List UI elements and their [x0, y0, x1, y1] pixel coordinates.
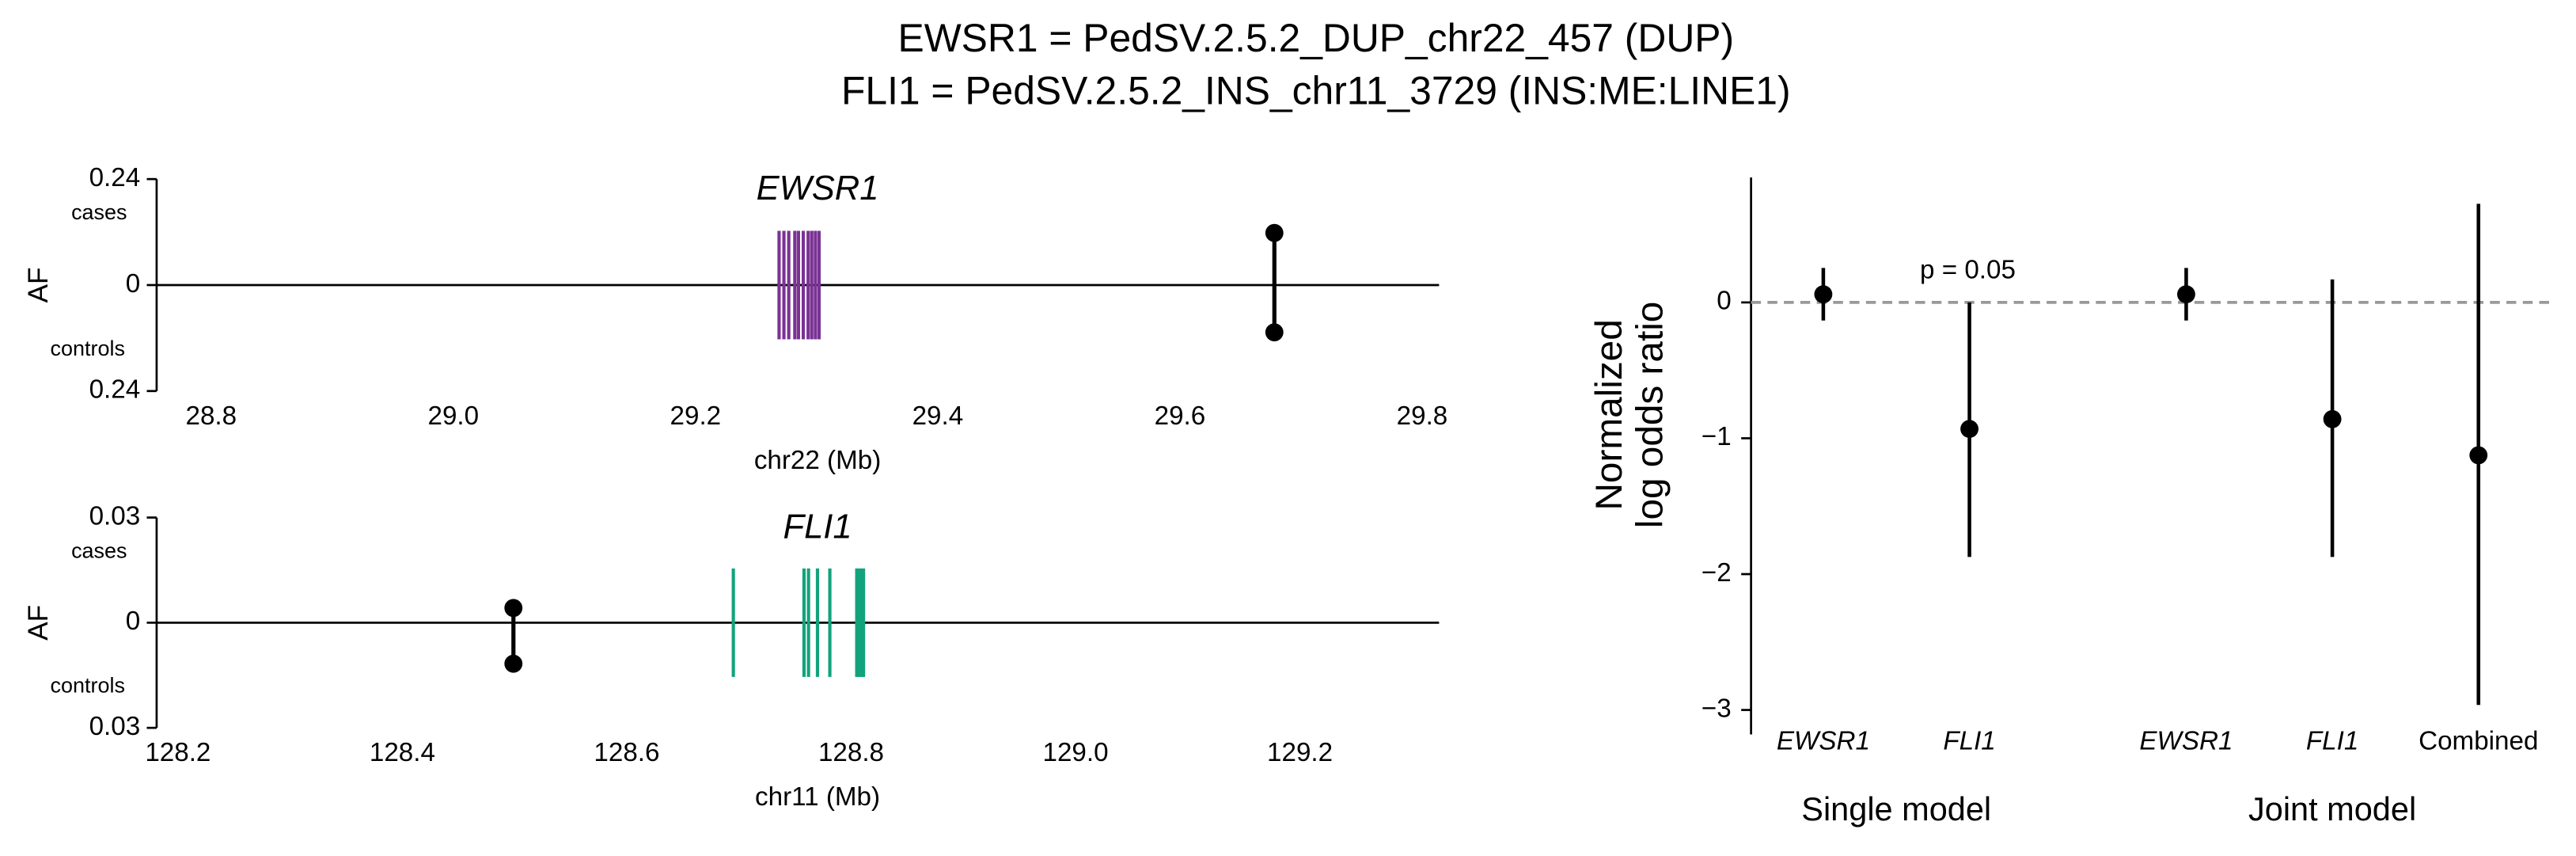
y-tick-label: 0: [1717, 287, 1731, 316]
y-tick-label: 0.24: [89, 163, 141, 192]
figure-title: EWSR1 = PedSV.2.5.2_DUP_chr22_457 (DUP): [897, 16, 1734, 60]
x-tick-label: 129.2: [1267, 738, 1333, 767]
control-label: controls: [51, 673, 125, 697]
x-tick-label: 128.4: [370, 738, 435, 767]
x-tick-label: 129.0: [1043, 738, 1109, 767]
x-tick-label: EWSR1: [1777, 727, 1870, 756]
y-tick-label: 0: [126, 269, 140, 299]
x-tick-label: 29.4: [912, 401, 964, 431]
estimate-point: [1960, 420, 1978, 439]
x-tick-label: EWSR1: [2139, 727, 2233, 756]
x-tick-label: 128.2: [145, 738, 211, 767]
x-tick-label: 128.8: [818, 738, 884, 767]
x-axis-label: chr11 (Mb): [755, 782, 880, 812]
x-tick-label: 29.2: [670, 401, 722, 431]
x-tick-label: 128.6: [594, 738, 659, 767]
estimate-point: [2469, 446, 2488, 465]
y-axis-label: AF: [23, 605, 54, 641]
case-af-point: [1265, 223, 1284, 242]
y-tick-label: 0.03: [89, 501, 141, 531]
control-af-point: [1265, 323, 1284, 342]
gene-name: EWSR1: [757, 169, 879, 207]
case-label: cases: [71, 538, 127, 562]
y-tick-label: 0: [126, 607, 140, 636]
gene-name: FLI1: [783, 508, 852, 546]
y-tick-label: −3: [1702, 694, 1732, 723]
x-axis-label: chr22 (Mb): [754, 446, 881, 475]
control-label: controls: [51, 337, 125, 360]
y-axis-label: AF: [23, 267, 54, 302]
y-tick-label: 0.03: [89, 712, 141, 741]
x-tick-label: 29.6: [1155, 401, 1206, 431]
group-label: Joint model: [2248, 790, 2416, 827]
case-af-point: [504, 599, 523, 618]
x-tick-label: 28.8: [185, 401, 237, 431]
control-af-point: [504, 654, 523, 673]
group-label: Single model: [1801, 790, 1991, 827]
x-tick-label: 29.8: [1397, 401, 1448, 431]
estimate-point: [2323, 409, 2342, 428]
y-tick-label: −1: [1702, 422, 1732, 451]
x-tick-label: FLI1: [2306, 727, 2358, 756]
estimate-point: [2177, 285, 2195, 304]
y-tick-label: −2: [1702, 558, 1732, 588]
y-axis-label: log odds ratio: [1629, 302, 1671, 529]
case-label: cases: [71, 200, 127, 224]
y-tick-label: 0.24: [89, 375, 141, 405]
estimate-point: [1814, 285, 1833, 304]
x-tick-label: 29.0: [428, 401, 480, 431]
x-tick-label: FLI1: [1943, 727, 1995, 756]
figure-title: FLI1 = PedSV.2.5.2_INS_chr11_3729 (INS:M…: [841, 68, 1791, 112]
x-tick-label: Combined: [2419, 727, 2538, 756]
annotation: p = 0.05: [1920, 255, 2016, 284]
y-axis-label: Normalized: [1588, 319, 1630, 510]
